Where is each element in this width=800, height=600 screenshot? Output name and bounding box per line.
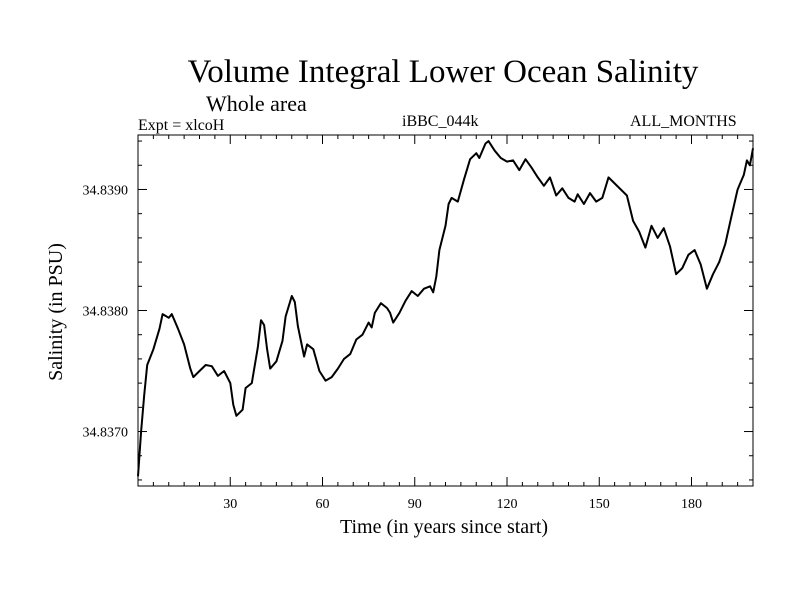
x-axis-label: Time (in years since start) xyxy=(340,516,548,538)
plot-frame xyxy=(137,134,754,487)
x-tick-label: 150 xyxy=(589,497,610,512)
experiment-label: Expt = xlcoH xyxy=(138,117,225,134)
salinity-series-line xyxy=(137,140,754,477)
chart-title: Volume Integral Lower Ocean Salinity xyxy=(187,54,699,90)
months-label: ALL_MONTHS xyxy=(630,113,737,130)
x-tick-label: 180 xyxy=(681,497,702,512)
y-tick-label: 34.8390 xyxy=(83,183,129,198)
chart-subtitle: Whole area xyxy=(206,91,307,116)
run-id-label: iBBC_044k xyxy=(402,113,479,130)
x-tick-label: 60 xyxy=(316,497,330,512)
y-tick-label: 34.8380 xyxy=(83,305,129,320)
y-axis-label: Salinity (in PSU) xyxy=(45,243,67,381)
x-tick-label: 30 xyxy=(223,497,237,512)
x-tick-label: 120 xyxy=(497,497,518,512)
x-tick-label: 90 xyxy=(408,497,422,512)
y-tick-label: 34.8370 xyxy=(83,426,129,441)
